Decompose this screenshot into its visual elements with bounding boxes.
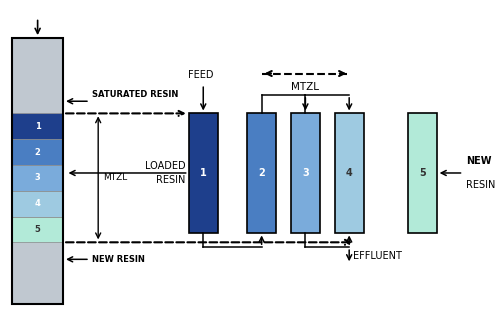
Text: SATURATED RESIN: SATURATED RESIN [92,90,178,99]
Bar [334,113,364,232]
Text: RESIN: RESIN [466,180,496,190]
Text: NEW RESIN: NEW RESIN [92,255,145,264]
Text: EFFLUENT: EFFLUENT [353,251,402,261]
Bar [188,113,218,232]
Text: 3: 3 [35,173,40,182]
Text: 1: 1 [200,168,206,178]
Text: LOADED: LOADED [145,161,186,171]
Bar [12,113,63,139]
Bar [291,113,320,232]
Bar [12,242,63,304]
Text: 4: 4 [34,199,40,208]
Text: MTZL: MTZL [103,173,128,182]
Bar [12,165,63,191]
Text: 1: 1 [34,122,40,131]
Bar [12,38,63,113]
Bar [12,38,63,304]
Text: NEW: NEW [466,156,491,166]
Text: 2: 2 [258,168,265,178]
Text: 3: 3 [302,168,309,178]
Text: 4: 4 [346,168,352,178]
Bar [12,139,63,165]
Text: FEED: FEED [188,70,214,80]
Bar [247,113,276,232]
Text: MTZL: MTZL [292,82,320,92]
Bar [408,113,436,232]
Bar [12,191,63,216]
Bar [12,216,63,242]
Text: 2: 2 [34,147,40,157]
Text: 5: 5 [34,225,40,234]
Text: RESIN: RESIN [156,175,186,185]
Text: 5: 5 [419,168,426,178]
